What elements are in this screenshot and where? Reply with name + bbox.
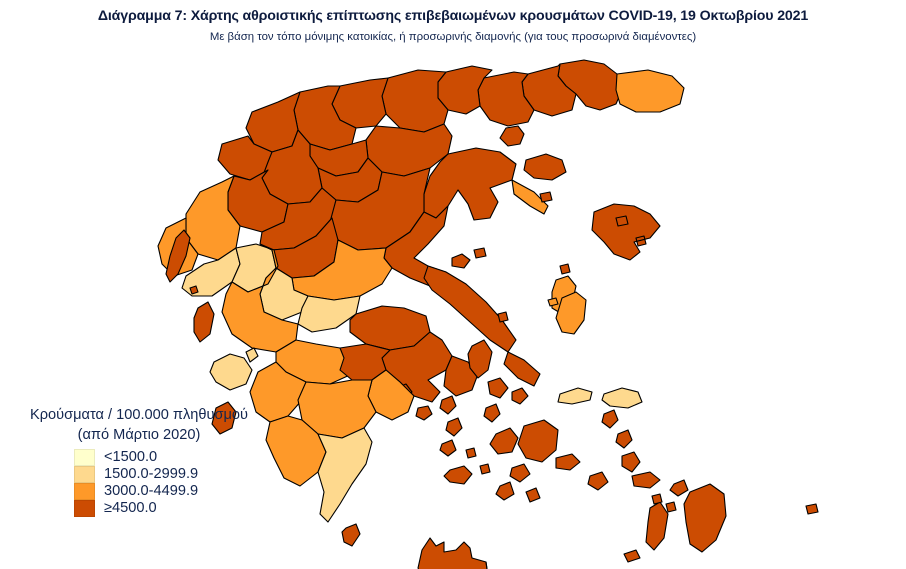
region-aigina[interactable] [416,406,432,420]
legend-swatch-icon-0 [74,449,95,466]
region-alonnisos[interactable] [474,248,486,258]
region-evia-south[interactable] [504,352,540,386]
legend-swatch-icon-1 [74,466,95,483]
region-lefkada[interactable] [194,302,214,342]
region-syros[interactable] [484,404,500,422]
region-serifos[interactable] [440,440,456,456]
region-small-cyc-1[interactable] [466,448,476,458]
region-aitoloakarnania[interactable] [222,244,298,352]
greece-choropleth-map [0,52,906,569]
region-kasos[interactable] [624,550,640,562]
page-subtitle: Με βάση τον τόπο μόνιμης κατοικίας, ή πρ… [209,31,697,43]
region-megisti[interactable] [806,504,818,514]
region-chios[interactable] [556,292,586,334]
region-agios-efstratios[interactable] [540,192,552,202]
legend-title: Κρούσματα / 100.000 πληθυσμού (από Μάρτι… [8,405,270,445]
legend-item-3[interactable]: ≥4500.0 [74,500,288,517]
region-athos-strip[interactable] [512,180,548,214]
region-tilos[interactable] [666,502,676,512]
region-zakynthos[interactable] [212,402,236,434]
region-milos[interactable] [444,466,472,484]
region-kefalonia[interactable] [210,354,252,390]
region-psara[interactable] [548,298,558,306]
region-leros[interactable] [616,430,632,448]
region-small-cyc-2[interactable] [480,464,490,474]
region-group-peloponnese [250,340,414,546]
page-title: Διάγραμμα 7: Χάρτης αθροιστικής επίπτωση… [97,8,809,24]
region-kos[interactable] [632,472,660,488]
region-astypalaia[interactable] [588,472,608,490]
legend-label-0: <1500.0 [104,449,158,465]
region-ios[interactable] [510,464,530,482]
region-group-macedonia-thrace [218,60,684,232]
region-limnos[interactable] [524,154,566,180]
region-group-cyclades [440,340,580,502]
region-rodos[interactable] [684,484,726,552]
region-samos[interactable] [602,388,642,408]
region-anafi[interactable] [526,488,540,502]
map-svg [0,52,906,569]
region-ithaki[interactable] [246,348,258,362]
region-group-north-aegean [524,154,660,408]
legend-label-3: ≥4500.0 [104,500,157,516]
region-group-central-greece [222,240,576,386]
region-nisyros[interactable] [652,494,662,504]
region-tinos[interactable] [488,378,508,398]
region-corfu[interactable] [166,230,190,282]
region-group-crete [418,538,598,569]
region-lesvos[interactable] [592,204,660,260]
legend-items: <1500.0 1500.0-2999.9 3000.0-4499.9 ≥450… [8,449,288,517]
region-small-n-1[interactable] [560,264,570,274]
region-ilia[interactable] [250,362,306,422]
region-paxoi[interactable] [190,286,198,294]
region-karpathos[interactable] [646,502,668,550]
region-kythira[interactable] [342,524,360,546]
region-fokida[interactable] [298,296,360,332]
region-chania[interactable] [418,538,488,569]
region-santorini[interactable] [496,482,514,500]
region-naxos[interactable] [518,420,558,462]
region-skiathos-skopelos[interactable] [452,254,470,268]
map-legend: Κρούσματα / 100.000 πληθυσμού (από Μάρτι… [8,405,288,517]
region-kalymnos[interactable] [622,452,640,472]
region-arkadia[interactable] [298,380,376,438]
legend-item-0[interactable]: <1500.0 [74,449,288,466]
legend-title-line-2: (από Μάρτιο 2020) [77,427,201,443]
region-kythnos[interactable] [446,418,462,436]
legend-title-line-1: Κρούσματα / 100.000 πληθυσμού [29,407,249,423]
region-rodopi[interactable] [616,70,684,112]
legend-label-1: 1500.0-2999.9 [104,466,199,482]
region-lakonia[interactable] [318,428,372,522]
region-andros[interactable] [468,340,492,378]
legend-swatch-icon-3 [74,500,95,517]
region-group-dodecanese [588,410,818,562]
legend-label-2: 3000.0-4499.9 [104,483,199,499]
legend-swatch-icon-2 [74,483,95,500]
region-group-ionian [194,302,258,434]
region-small-n-2[interactable] [498,312,508,322]
region-group-misc-islands [474,248,570,322]
region-florina[interactable] [246,92,300,152]
region-kea[interactable] [440,396,456,414]
region-group-thessaly [260,168,470,286]
region-mykonos[interactable] [512,388,528,404]
region-patmos[interactable] [602,410,618,428]
region-magnesia[interactable] [384,206,448,286]
region-serres[interactable] [382,70,448,132]
region-paros[interactable] [490,428,518,454]
legend-item-2[interactable]: 3000.0-4499.9 [74,483,288,500]
chart-header: Διάγραμμα 7: Χάρτης αθροιστικής επίπτωση… [0,0,906,44]
region-ikaria[interactable] [558,388,592,404]
legend-item-1[interactable]: 1500.0-2999.9 [74,466,288,483]
region-amorgos[interactable] [556,454,580,470]
region-thasos[interactable] [500,126,524,146]
region-symi[interactable] [670,480,688,496]
